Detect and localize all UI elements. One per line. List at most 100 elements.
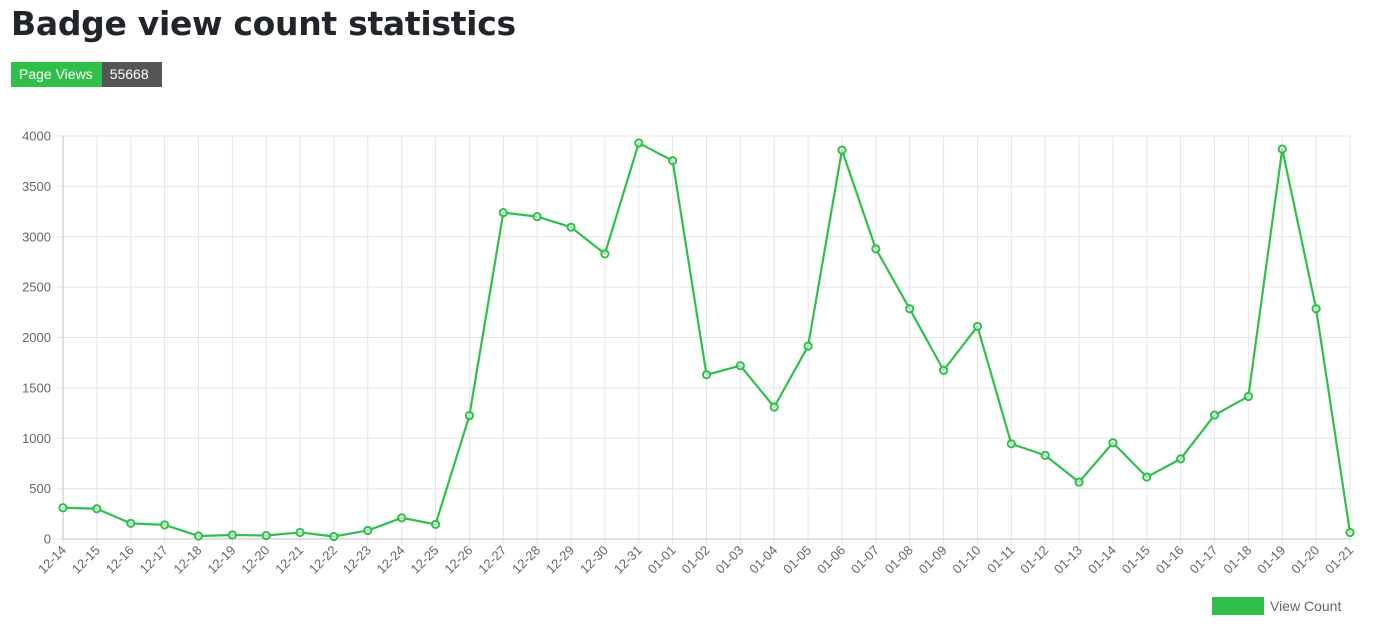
data-point	[1074, 477, 1084, 487]
x-tick-label: 12-17	[137, 543, 171, 577]
data-point	[938, 365, 949, 375]
y-tick-label: 2500	[22, 280, 51, 295]
x-tick-label: 01-08	[882, 543, 916, 577]
x-tick-label: 01-11	[984, 543, 1017, 576]
data-point	[1277, 144, 1287, 154]
data-point	[464, 410, 475, 421]
data-point	[1209, 410, 1220, 420]
x-tick-label: 12-22	[306, 543, 340, 577]
x-tick-label: 01-19	[1254, 543, 1288, 577]
x-tick-label: 01-14	[1085, 543, 1119, 577]
data-point	[126, 518, 136, 528]
data-point	[1345, 527, 1355, 538]
badge-label: Page Views	[11, 62, 102, 87]
x-tick-label: 12-15	[69, 543, 103, 577]
data-point	[905, 304, 915, 314]
data-point	[92, 504, 102, 514]
chart-axes	[62, 136, 1350, 540]
data-point	[1243, 391, 1253, 402]
data-point	[566, 222, 576, 232]
y-tick-label: 1000	[22, 431, 51, 446]
data-point	[1311, 304, 1321, 314]
x-tick-label: 01-06	[814, 543, 848, 577]
x-tick-label: 12-16	[103, 543, 137, 577]
x-tick-label: 12-14	[35, 543, 69, 577]
x-tick-label: 01-10	[949, 543, 983, 577]
x-tick-label: 12-20	[238, 543, 272, 577]
data-point	[1108, 438, 1118, 448]
data-point	[769, 402, 779, 412]
x-tick-label: 01-15	[1119, 543, 1153, 577]
data-point	[532, 212, 542, 222]
page-views-badge: Page Views 55668	[11, 62, 162, 87]
data-point	[803, 341, 813, 351]
data-point	[1006, 439, 1016, 449]
data-point	[668, 156, 678, 166]
data-point	[498, 207, 508, 218]
data-point	[397, 513, 407, 523]
y-tick-label: 4000	[22, 129, 51, 144]
x-tick-label: 01-04	[746, 543, 780, 577]
x-tick-label: 01-12	[1017, 543, 1051, 577]
x-tick-label: 01-02	[679, 543, 713, 577]
badge-value: 55668	[101, 62, 162, 87]
data-point	[58, 503, 68, 513]
legend-label: View Count	[1270, 598, 1341, 614]
x-tick-label: 12-18	[170, 543, 204, 577]
x-tick-label: 12-19	[204, 543, 238, 577]
x-tick-label: 12-28	[509, 543, 543, 577]
x-tick-label: 01-05	[780, 543, 814, 577]
y-axis-ticks: 0 500 1000 1500 2000 2500 3000 3500 4000	[22, 129, 51, 547]
x-tick-label: 01-07	[848, 543, 882, 577]
data-point	[295, 527, 305, 538]
x-tick-label: 12-23	[340, 543, 374, 577]
data-point	[430, 519, 441, 529]
x-tick-label: 12-29	[543, 543, 577, 577]
x-tick-label: 12-21	[272, 543, 306, 577]
data-point	[261, 530, 271, 541]
y-tick-label: 500	[29, 481, 51, 496]
y-tick-label: 3500	[22, 179, 51, 194]
y-tick-label: 2000	[22, 330, 51, 345]
y-tick-label: 1500	[22, 380, 51, 395]
x-tick-label: 12-31	[611, 543, 645, 577]
x-tick-label: 01-18	[1220, 543, 1254, 577]
data-point	[871, 244, 881, 254]
data-point	[634, 138, 644, 148]
legend-swatch	[1212, 597, 1264, 615]
x-tick-label: 01-17	[1187, 543, 1221, 577]
x-tick-label: 01-21	[1322, 543, 1356, 577]
x-tick-label: 01-09	[916, 543, 950, 577]
chart-legend: View Count	[1212, 597, 1341, 615]
data-point	[1040, 450, 1050, 460]
data-point	[701, 370, 712, 380]
x-axis-ticks: 12-14 12-15 12-16 12-17 12-18 12-19 12-20 12-21…	[35, 543, 1356, 577]
data-point	[735, 361, 745, 371]
data-point	[193, 531, 204, 541]
x-tick-label: 01-16	[1153, 543, 1187, 577]
x-tick-label: 12-30	[577, 543, 611, 577]
page-title: Badge view count statistics	[11, 4, 516, 43]
data-point	[600, 249, 610, 259]
data-point	[227, 530, 237, 540]
y-tick-label: 3000	[22, 229, 51, 244]
data-point	[329, 531, 339, 542]
data-point	[160, 520, 170, 530]
data-point	[1176, 454, 1186, 464]
data-point	[837, 145, 847, 155]
chart-grid	[57, 135, 1351, 545]
chart-series	[58, 138, 1355, 542]
x-tick-label: 01-03	[712, 543, 746, 577]
x-tick-label: 12-26	[441, 543, 475, 577]
x-tick-label: 12-25	[408, 543, 442, 577]
x-tick-label: 01-01	[645, 543, 679, 577]
x-tick-label: 12-24	[374, 543, 408, 577]
data-point	[363, 525, 373, 536]
data-point	[1142, 472, 1152, 482]
x-tick-label: 01-20	[1288, 543, 1322, 577]
data-point	[972, 321, 983, 332]
y-tick-label: 0	[44, 532, 51, 547]
x-tick-label: 12-27	[475, 543, 509, 577]
x-tick-label: 01-13	[1051, 543, 1085, 577]
